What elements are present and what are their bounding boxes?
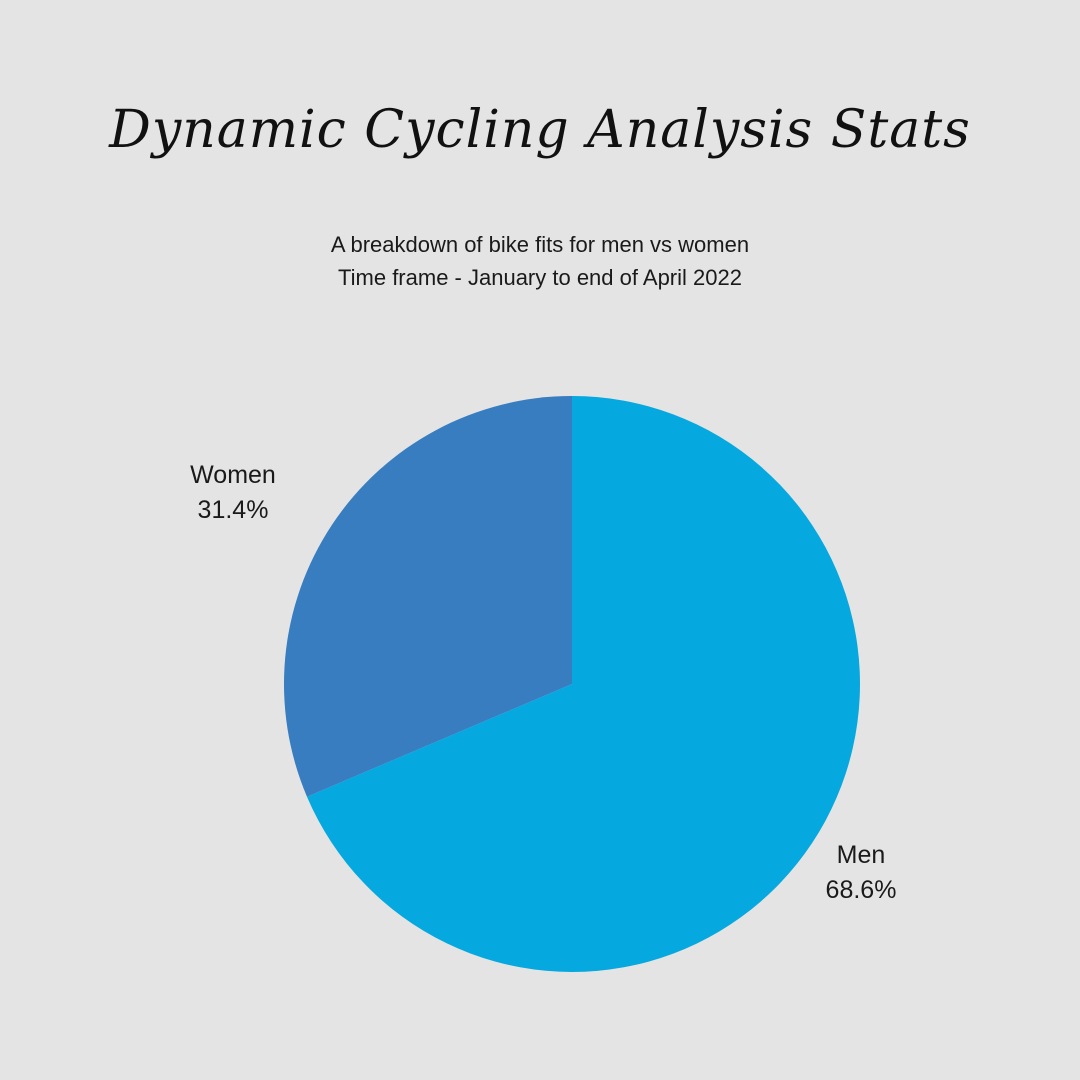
- women-slice-label: Women 31.4%: [160, 458, 306, 528]
- chart-subtitle-line-2: Time frame - January to end of April 202…: [338, 265, 742, 290]
- men-slice-label: Men 68.6%: [788, 838, 934, 908]
- chart-subtitle-line-1: A breakdown of bike fits for men vs wome…: [330, 232, 750, 257]
- pie-slice-women: [283, 396, 572, 797]
- men-slice-percent: 68.6%: [825, 876, 897, 904]
- men-slice-name: Men: [836, 841, 886, 869]
- pie-slice-men: [306, 396, 860, 972]
- women-slice-name: Women: [190, 461, 276, 489]
- women-slice-percent: 31.4%: [197, 496, 269, 524]
- chart-title: Dynamic Cycling Analysis Stats: [109, 100, 971, 160]
